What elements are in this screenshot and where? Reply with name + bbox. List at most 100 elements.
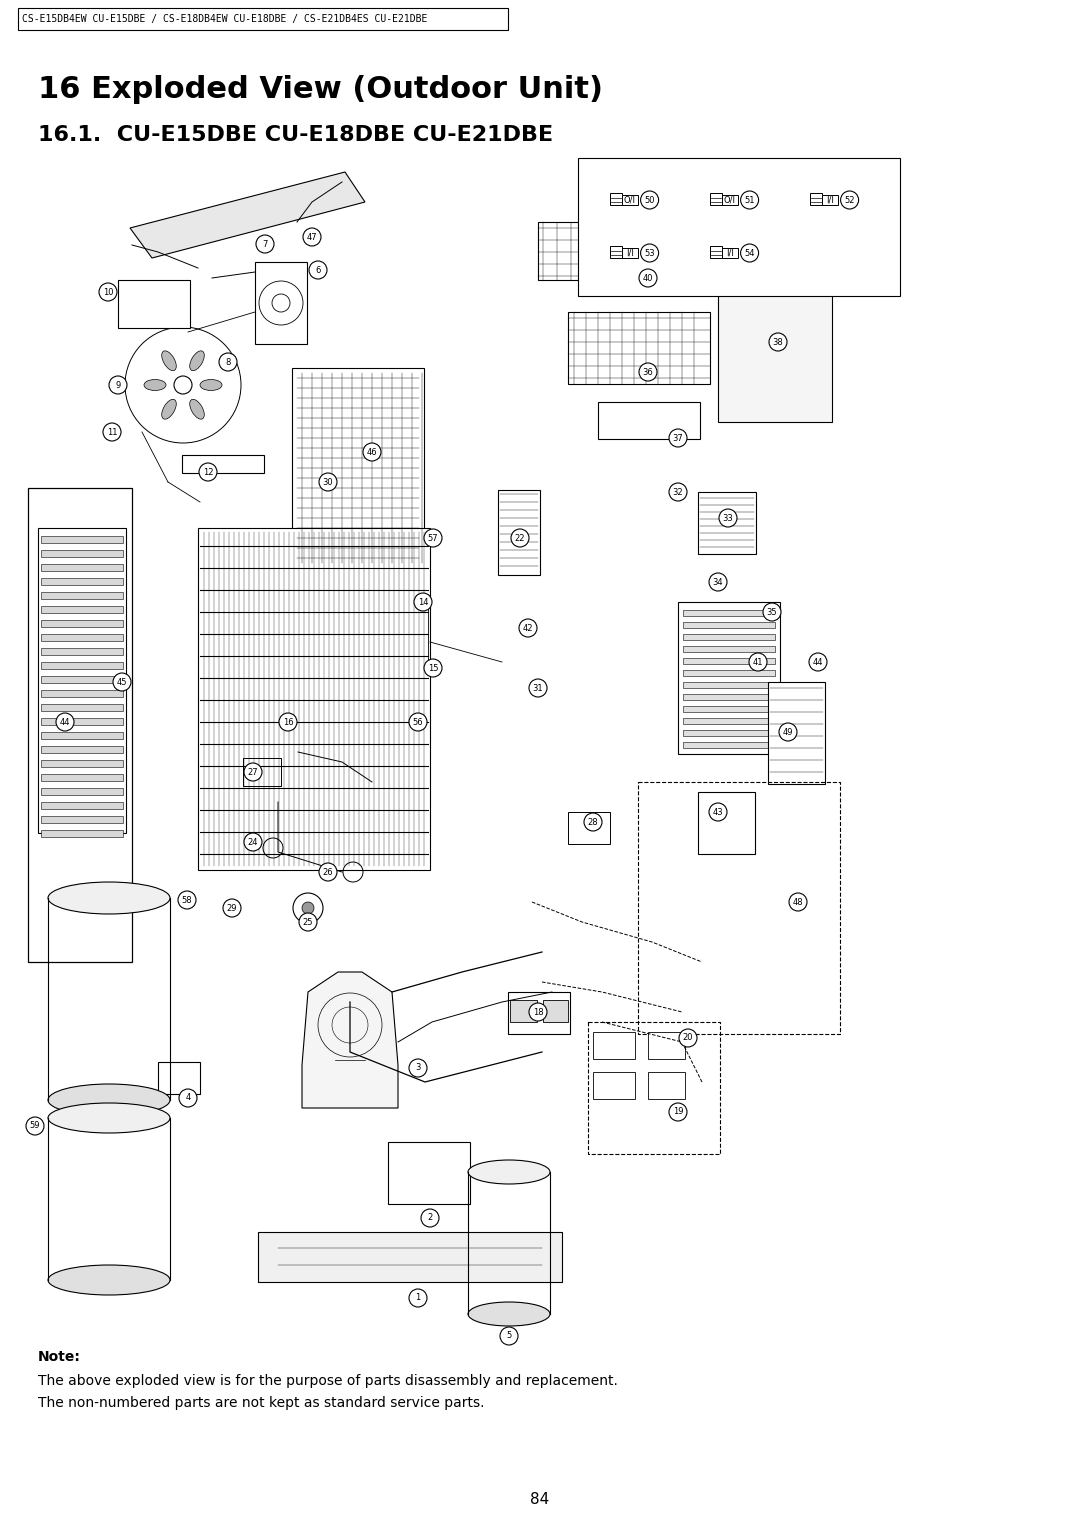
Text: 27: 27 — [247, 767, 258, 776]
Ellipse shape — [48, 1083, 170, 1115]
Bar — [243, 758, 281, 785]
Bar — [711, 246, 721, 258]
Text: 2: 2 — [428, 1213, 433, 1222]
Text: 40: 40 — [643, 274, 653, 283]
Bar — [698, 792, 755, 854]
Circle shape — [669, 1103, 687, 1122]
Text: 16.1.  CU-E15DBE CU-E18DBE CU-E21DBE: 16.1. CU-E15DBE CU-E18DBE CU-E21DBE — [38, 125, 553, 145]
Circle shape — [639, 364, 657, 380]
Bar — [698, 492, 756, 555]
Text: 54: 54 — [744, 249, 755, 258]
Text: 35: 35 — [767, 608, 778, 616]
Text: 37: 37 — [673, 434, 684, 443]
Bar — [683, 681, 775, 688]
Text: 47: 47 — [307, 232, 318, 241]
Circle shape — [363, 443, 381, 461]
Text: 20: 20 — [683, 1033, 693, 1042]
Ellipse shape — [162, 351, 176, 371]
Bar — [41, 675, 123, 683]
Circle shape — [529, 678, 546, 697]
Circle shape — [56, 714, 75, 730]
Bar — [711, 193, 721, 205]
Bar — [41, 704, 123, 711]
Circle shape — [640, 191, 659, 209]
Circle shape — [708, 804, 727, 821]
Bar — [41, 732, 123, 740]
Text: 5: 5 — [507, 1331, 512, 1340]
Text: 42: 42 — [523, 623, 534, 633]
Text: 9: 9 — [116, 380, 121, 390]
Circle shape — [26, 1117, 44, 1135]
Bar — [41, 759, 123, 767]
Circle shape — [719, 509, 737, 527]
Circle shape — [679, 1028, 697, 1047]
Text: 58: 58 — [181, 895, 192, 905]
Circle shape — [779, 723, 797, 741]
Text: 36: 36 — [643, 368, 653, 376]
Text: 11: 11 — [107, 428, 118, 437]
Text: 52: 52 — [845, 196, 855, 205]
Bar — [683, 743, 775, 749]
Text: 14: 14 — [418, 597, 429, 607]
Circle shape — [750, 652, 767, 671]
Text: I/I: I/I — [625, 249, 634, 258]
Ellipse shape — [48, 1103, 170, 1132]
Bar — [498, 490, 540, 575]
Circle shape — [789, 892, 807, 911]
Circle shape — [669, 483, 687, 501]
Polygon shape — [258, 1232, 562, 1282]
Bar — [683, 706, 775, 712]
Bar — [622, 248, 637, 258]
Text: 1: 1 — [416, 1294, 420, 1302]
Bar — [622, 196, 637, 205]
Circle shape — [109, 376, 127, 394]
Text: 49: 49 — [783, 727, 793, 736]
Circle shape — [421, 1209, 438, 1227]
Circle shape — [409, 714, 427, 730]
Circle shape — [103, 423, 121, 442]
Bar — [543, 999, 568, 1022]
Text: 33: 33 — [723, 513, 733, 523]
Bar — [683, 718, 775, 724]
Bar — [41, 620, 123, 626]
Bar — [683, 730, 775, 736]
Text: Note:: Note: — [38, 1351, 81, 1365]
Circle shape — [409, 1290, 427, 1306]
Text: 29: 29 — [227, 903, 238, 912]
Bar — [598, 402, 700, 439]
Bar — [41, 816, 123, 824]
Text: 32: 32 — [673, 487, 684, 497]
Bar — [648, 1031, 685, 1059]
Bar — [588, 1022, 720, 1154]
Bar — [38, 529, 126, 833]
Circle shape — [309, 261, 327, 280]
Circle shape — [199, 463, 217, 481]
Bar — [810, 193, 822, 205]
Bar — [41, 536, 123, 542]
Text: 50: 50 — [645, 196, 654, 205]
Circle shape — [769, 333, 787, 351]
Bar — [41, 830, 123, 837]
Bar — [41, 691, 123, 697]
Text: 3: 3 — [416, 1063, 421, 1073]
Text: 18: 18 — [532, 1007, 543, 1016]
Bar — [768, 681, 825, 784]
Circle shape — [584, 813, 602, 831]
Text: 59: 59 — [30, 1122, 40, 1131]
Bar — [568, 312, 710, 384]
Bar — [538, 222, 710, 280]
Text: 15: 15 — [428, 663, 438, 672]
Circle shape — [222, 898, 241, 917]
Polygon shape — [130, 173, 365, 258]
Text: 43: 43 — [713, 807, 724, 816]
Bar — [18, 8, 508, 31]
Circle shape — [840, 191, 859, 209]
Circle shape — [219, 353, 237, 371]
Bar — [198, 529, 430, 869]
Circle shape — [409, 1059, 427, 1077]
Bar — [41, 802, 123, 808]
Text: 44: 44 — [59, 718, 70, 726]
Bar — [683, 622, 775, 628]
Text: 19: 19 — [673, 1108, 684, 1117]
Bar — [610, 193, 622, 205]
